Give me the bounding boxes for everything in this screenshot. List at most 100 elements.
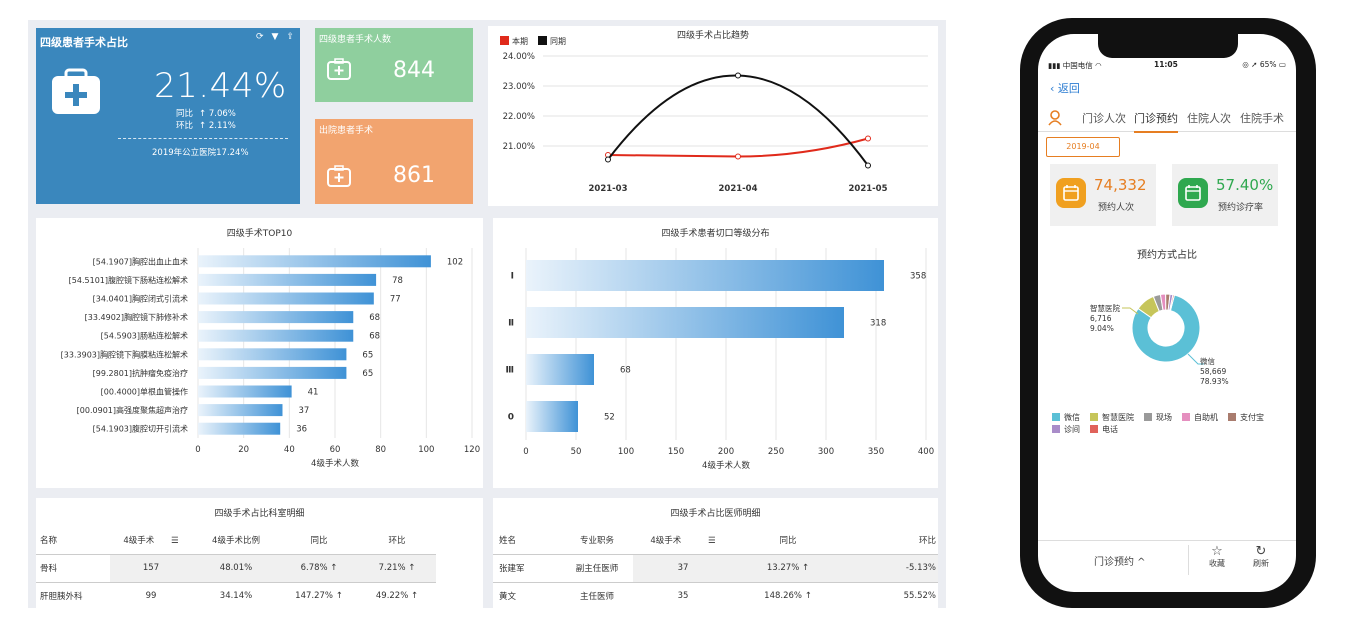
refresh-button[interactable]: ↻ 刷新 xyxy=(1250,545,1272,569)
tab-appointment[interactable]: 门诊预约 xyxy=(1134,110,1178,133)
legend-item[interactable]: 自助机 xyxy=(1182,412,1218,424)
user-icon[interactable] xyxy=(1048,110,1062,129)
table-row[interactable]: 骨科 157 48.01% 6.78% ↑ 7.21% ↑ xyxy=(36,554,436,582)
cell-title: 主任医师 xyxy=(579,592,614,603)
legend-item[interactable]: 支付宝 xyxy=(1228,412,1264,424)
col-yoy[interactable]: 同比 xyxy=(779,535,797,546)
sort-icon[interactable]: ☰ xyxy=(171,535,179,546)
table-row[interactable]: 肝胆胰外科 99 34.14% 147.27% ↑ 49.22% ↑ xyxy=(36,582,436,608)
legend-item[interactable]: 诊间 xyxy=(1052,424,1080,436)
yoy-label: 同比 xyxy=(176,109,194,119)
legend-item[interactable]: 微信 xyxy=(1052,412,1080,424)
doctor-table-panel: 四级手术占比医师明细 姓名 专业职务 4级手术 ☰ 同比 环比 张建军 副主任医… xyxy=(493,498,938,608)
kpi-people-value: 844 xyxy=(393,58,435,83)
category-label: [00.4000]单根血管操作 xyxy=(101,387,188,397)
favorite-button[interactable]: ☆ 收藏 xyxy=(1206,545,1228,569)
kpi-discharge-card[interactable]: 出院患者手术 861 xyxy=(315,119,473,204)
refresh-icon[interactable]: ⟳ xyxy=(255,32,264,42)
col-name[interactable]: 名称 xyxy=(40,535,58,546)
trend-panel: 本期 同期 四级手术占比趋势 24.00% 23.00% 22.00% 21.00% 2… xyxy=(488,26,938,206)
up-arrow-icon: ↑ xyxy=(199,121,209,131)
x-tick-label: 40 xyxy=(284,445,295,455)
data-label: 77 xyxy=(390,295,401,305)
cell-mom: 7.21% ↑ xyxy=(358,554,436,582)
tab-inpatient[interactable]: 住院人次 xyxy=(1187,112,1231,125)
kpi-footer: 2019年公立医院17.24% xyxy=(152,148,249,158)
legend-current[interactable]: 本期 xyxy=(500,36,528,47)
legend-prior[interactable]: 同期 xyxy=(538,36,566,47)
col-count[interactable]: 4级手术 ☰ xyxy=(110,526,192,554)
slice-label: 58,669 xyxy=(1200,367,1226,376)
pie-slice xyxy=(1131,294,1201,363)
x-tick-label: 200 xyxy=(718,447,734,457)
appointment-count-label: 预约人次 xyxy=(1098,203,1135,213)
y-tick-label: 24.00% xyxy=(503,52,535,62)
medical-kit-icon xyxy=(52,68,100,114)
cell-ratio: 48.01% xyxy=(192,554,280,582)
legend-swatch xyxy=(1052,425,1060,433)
sort-icon[interactable]: ☰ xyxy=(708,535,716,546)
category-label: [54.1907]胸腔出血止血术 xyxy=(93,256,188,266)
category-label: [00.0901]高强度聚焦超声治疗 xyxy=(77,405,188,415)
x-tick-label: 50 xyxy=(571,447,582,457)
kpi-people-card[interactable]: 四级患者手术人数 844 xyxy=(315,28,473,102)
col-yoy[interactable]: 同比 xyxy=(310,535,328,546)
calendar-icon xyxy=(1178,178,1208,208)
back-button[interactable]: ‹ 返回 xyxy=(1050,80,1080,96)
calendar-icon xyxy=(1056,178,1086,208)
tab-inpatient-surgery[interactable]: 住院手术 xyxy=(1240,112,1284,125)
slice-label: 6,716 xyxy=(1090,314,1112,323)
date-picker[interactable]: 2019-04 xyxy=(1046,137,1120,157)
category-label: [34.0401]胸腔闭式引流术 xyxy=(93,294,188,304)
col-name[interactable]: 姓名 xyxy=(499,535,517,546)
cell-count: 35 xyxy=(677,591,689,602)
cell-count: 99 xyxy=(145,591,157,602)
legend-item[interactable]: 电话 xyxy=(1090,424,1118,436)
carrier-label: 中国电信 xyxy=(1062,61,1093,70)
slice-label: 微信 xyxy=(1200,356,1216,366)
bar xyxy=(198,366,347,379)
table-row[interactable]: 张建军 副主任医师 37 13.27% ↑ -5.13% xyxy=(493,554,938,582)
x-axis-title: 4级手术人数 xyxy=(702,460,750,471)
col-count[interactable]: 4级手术 ☰ xyxy=(633,526,733,554)
incision-bar-chart: 0 50 100 150 200 250 300 350 400 Ⅰ 358 Ⅱ 318 Ⅲ 68 0 52 4级… xyxy=(505,248,934,471)
legend-prior-label: 同期 xyxy=(550,37,566,46)
export-icon[interactable]: ⇪ xyxy=(286,32,294,42)
table-row[interactable]: 黄文 主任医师 35 148.26% ↑ 55.52% xyxy=(493,582,938,608)
col-title[interactable]: 专业职务 xyxy=(579,535,614,546)
top10-bar-chart: 0 20 40 60 80 100 120 [54.1907]胸腔出血止血术 102 [54.51… xyxy=(61,248,480,469)
category-label: Ⅰ xyxy=(511,272,514,282)
bar xyxy=(198,404,283,417)
bar xyxy=(198,422,281,435)
category-label: [54.5903]肠粘连松解术 xyxy=(101,331,188,341)
legend-swatch xyxy=(1090,413,1098,421)
incision-title: 四级手术患者切口等级分布 xyxy=(661,229,770,239)
col-mom[interactable]: 环比 xyxy=(388,535,406,546)
tab-outpatient[interactable]: 门诊人次 xyxy=(1082,112,1126,125)
appointment-rate-card[interactable]: 57.40% 预约诊疗率 xyxy=(1172,164,1278,226)
data-label: 41 xyxy=(308,388,319,398)
module-switcher[interactable]: 门诊预约 ^ xyxy=(1094,557,1146,568)
trend-line-chart: 24.00% 23.00% 22.00% 21.00% 2021-03 2021-04 20… xyxy=(503,52,928,194)
legend-item[interactable]: 现场 xyxy=(1144,412,1172,424)
table-header: 姓名 专业职务 4级手术 ☰ 同比 环比 xyxy=(493,526,938,554)
dept-table-title: 四级手术占比科室明细 xyxy=(214,509,305,519)
bar xyxy=(526,354,594,385)
x-tick-label: 350 xyxy=(868,447,884,457)
legend-item[interactable]: 智慧医院 xyxy=(1090,412,1134,424)
appointment-count-card[interactable]: 74,332 预约人次 xyxy=(1050,164,1156,226)
category-label: [54.1903]腹腔切开引流术 xyxy=(93,424,188,434)
category-label: Ⅲ xyxy=(505,366,514,376)
cell-yoy: 6.78% ↑ xyxy=(280,554,358,582)
filter-icon[interactable]: ▼ xyxy=(271,32,279,42)
back-label: 返回 xyxy=(1057,82,1080,95)
col-mom[interactable]: 环比 xyxy=(918,535,936,546)
phone-notch xyxy=(1098,34,1238,58)
cell-mom: -5.13% xyxy=(843,554,938,582)
category-label: [99.2801]抗肿瘤免疫治疗 xyxy=(93,368,188,378)
kpi-surgery-ratio-card[interactable]: 四级患者手术占比 ⟳ ▼ ⇪ 21.44% 同比 ↑ 7.06% 环比 ↑ 2.11… xyxy=(36,28,300,204)
data-label: 68 xyxy=(369,313,380,323)
data-label: 36 xyxy=(296,425,307,435)
x-tick-label: 2021-04 xyxy=(718,184,757,194)
col-ratio[interactable]: 4级手术比例 xyxy=(212,535,260,546)
